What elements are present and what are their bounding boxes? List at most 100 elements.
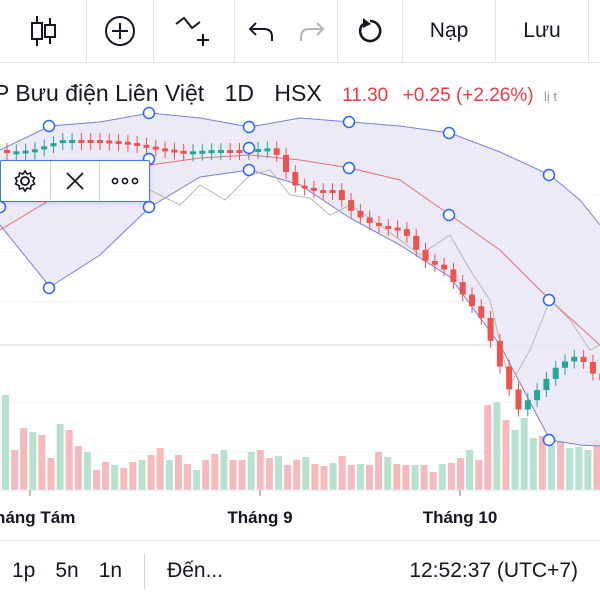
candle-body: [292, 172, 298, 186]
candle-body: [525, 400, 531, 409]
volume-bar: [484, 405, 491, 490]
candle-body: [506, 366, 512, 389]
volume-bar: [330, 463, 337, 490]
volume-bar: [57, 424, 64, 490]
chart-type-button[interactable]: [0, 0, 86, 62]
range-1p-button[interactable]: 1p: [0, 559, 45, 583]
volume-bar: [293, 460, 300, 490]
candle-body: [283, 155, 289, 172]
candle-body: [181, 151, 187, 154]
volume-bar: [75, 446, 82, 490]
candle-body: [162, 148, 168, 151]
redo-icon: [298, 19, 326, 43]
draw-line-button[interactable]: [154, 0, 234, 62]
drawing-handle: [144, 202, 155, 213]
candle-body: [209, 150, 215, 153]
candle-body: [190, 151, 196, 154]
reload-button[interactable]: [338, 0, 402, 62]
drawing-more-button[interactable]: [100, 161, 149, 201]
drawing-handle: [244, 165, 255, 176]
volume-bar: [275, 456, 282, 490]
volume-bar: [93, 470, 100, 490]
volume-bar: [357, 464, 364, 490]
candle-body: [348, 200, 354, 211]
drawing-handle: [444, 128, 455, 139]
candle-body: [153, 147, 159, 150]
drawing-handle: [44, 283, 55, 294]
candle-body: [543, 379, 549, 390]
candle-body: [199, 151, 205, 154]
volume-bar: [348, 465, 355, 490]
drawing-handle: [44, 121, 55, 132]
range-1n-button[interactable]: 1n: [89, 559, 132, 583]
volume-bar: [29, 432, 36, 490]
drawing-remove-button[interactable]: [51, 161, 101, 201]
drawing-handle: [344, 163, 355, 174]
volume-bar: [157, 448, 164, 490]
time-axis-label: Tháng Tám: [0, 508, 75, 527]
volume-bar: [230, 460, 237, 490]
exchange-label: HSX: [274, 80, 321, 106]
candle-body: [460, 282, 466, 295]
chart-legend[interactable]: P Bưu điện Liên Việt 1D HSX 11.30 +0.25 …: [0, 80, 571, 107]
volume-bar: [166, 460, 173, 490]
candle-body: [41, 146, 47, 149]
volume-bar: [530, 438, 537, 490]
volume-bar: [557, 442, 564, 490]
price-change: +0.25 (+2.26%): [403, 85, 534, 106]
volume-bar: [475, 460, 482, 490]
candle-body: [590, 362, 596, 374]
last-price: 11.30: [342, 85, 388, 106]
candle-body: [88, 140, 94, 143]
volume-bar: [139, 460, 146, 490]
volume-bar: [257, 450, 264, 490]
volume-bar: [302, 457, 309, 490]
interval-label[interactable]: 1D: [225, 80, 254, 106]
drawing-handle: [244, 143, 255, 154]
save-button[interactable]: Lưu: [496, 0, 588, 62]
clock-readout[interactable]: 12:52:37 (UTC+7): [409, 559, 578, 583]
symbol-name[interactable]: P Bưu điện Liên Việt: [0, 80, 204, 106]
volume-bar: [457, 458, 464, 490]
load-button[interactable]: Nạp: [403, 0, 495, 62]
candle-body: [469, 295, 475, 307]
candle-body: [32, 149, 38, 152]
undo-button[interactable]: [235, 0, 287, 62]
candle-body: [13, 151, 19, 154]
add-indicator-button[interactable]: [87, 0, 153, 62]
candle-body: [441, 265, 447, 270]
candle-body: [134, 143, 140, 146]
drawing-settings-button[interactable]: [1, 161, 51, 201]
candle-body: [404, 229, 410, 236]
volume-bar: [120, 468, 127, 490]
volume-bar: [548, 445, 555, 490]
undo-icon: [247, 19, 275, 43]
gear-icon: [13, 169, 37, 193]
redo-button[interactable]: [287, 0, 337, 62]
candle-body: [4, 150, 10, 153]
legend-overlay-text: lị t: [544, 89, 557, 104]
volume-bar: [321, 466, 328, 490]
volume-bar: [102, 462, 109, 490]
more-dots-icon: [111, 177, 139, 185]
go-to-date-button[interactable]: Đến...: [157, 559, 233, 583]
volume-bar: [175, 455, 182, 490]
range-5n-button[interactable]: 5n: [45, 559, 88, 583]
volume-bar: [421, 465, 428, 490]
volume-bar: [402, 465, 409, 490]
candle-body: [497, 341, 503, 367]
candle-body: [227, 150, 233, 153]
candle-body: [423, 250, 429, 261]
candle-body: [69, 140, 75, 143]
candle-body: [311, 188, 317, 191]
candle-body: [376, 223, 382, 226]
candle-body: [395, 228, 401, 231]
candle-body: [581, 357, 587, 362]
volume-bar: [266, 458, 273, 490]
volume-bar: [493, 402, 500, 490]
volume-bar: [439, 464, 446, 490]
candle-body: [385, 226, 391, 229]
candle-body: [274, 148, 280, 154]
